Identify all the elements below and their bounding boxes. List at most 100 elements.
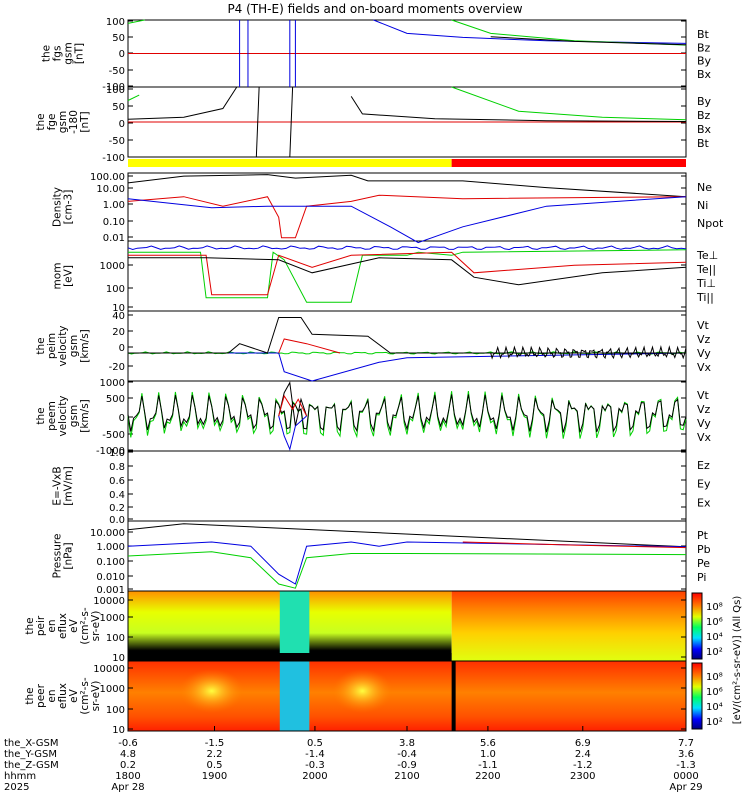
- ylabel-line: gsm: [57, 111, 69, 133]
- legend-fge-gsm-bx: Bx: [697, 123, 712, 136]
- trace-pressure-pt: [127, 523, 687, 548]
- y-tick-label: -100: [102, 82, 125, 93]
- x-tick-value: Apr 29: [669, 782, 702, 793]
- colorbar-tick: 10²: [706, 717, 723, 728]
- y-tick-label: 0: [119, 119, 125, 130]
- panel-frame-temperature: [127, 240, 687, 312]
- peer-spectrogram-divider: [451, 661, 456, 731]
- legend-pressure-pb: Pb: [697, 543, 711, 556]
- y-tick-label: -100: [102, 153, 125, 164]
- ylabel-line: en: [46, 689, 58, 702]
- peir-spectrogram-gap: [279, 591, 310, 661]
- trace-pressure-pi: [127, 541, 687, 585]
- y-tick-label: 0: [119, 49, 125, 60]
- trace-peem-vt-burst: [278, 381, 308, 427]
- x-tick-value: -0.9: [397, 760, 417, 771]
- trace-pressure-pe: [127, 551, 687, 589]
- legend-fge-gsm-bz: Bz: [697, 109, 711, 122]
- trace-temp-te-perp: [127, 245, 687, 251]
- y-tick-label: 50: [112, 102, 125, 113]
- y-tick-label: 0: [119, 413, 125, 424]
- panel-frame-efield: [127, 450, 687, 522]
- x-tick-value: 1.0: [480, 749, 496, 760]
- ylabel-line: Density: [52, 187, 64, 227]
- ylabel-efield: E=-VxB [mV/m]: [52, 466, 75, 505]
- legend-efield-ez: Ez: [697, 459, 710, 472]
- ylabel-line: gsm: [68, 335, 80, 357]
- ylabel-line: mom: [52, 263, 64, 290]
- x-tick-value: 2200: [475, 771, 500, 782]
- y-tick-label: 100: [106, 85, 125, 96]
- x-tick-value: 0.5: [307, 738, 323, 749]
- y-tick-label: 50: [112, 33, 125, 44]
- y-tick-label: 1000: [100, 261, 125, 272]
- y-tick-label: -50: [109, 66, 125, 77]
- y-tick-label: 10: [112, 725, 125, 736]
- trace-fgs-by-start: [127, 19, 145, 24]
- ylabel-line: the: [35, 113, 47, 130]
- trace-temp-ti-par: [128, 257, 687, 286]
- y-tick-label: 10: [112, 653, 125, 664]
- trace-peim-vt-noise: [490, 345, 687, 360]
- colorbar-tick: 10⁸: [706, 672, 723, 683]
- x-tick-value: 3.8: [399, 738, 415, 749]
- x-tick-value: -1.4: [305, 749, 325, 760]
- y-tick-label: 0.010: [96, 572, 125, 583]
- ylabel-peem-velocity: the peem velocity gsm [km/s]: [35, 395, 91, 436]
- ylabel-density: Density [cm-3]: [52, 187, 75, 227]
- x-tick-value: -1.1: [478, 760, 498, 771]
- ylabel-line: Pressure: [52, 534, 64, 579]
- ylabel-line: peem: [46, 401, 58, 431]
- trace-fge-spikes: [255, 86, 294, 158]
- ylabel-line: [km/s]: [79, 399, 91, 433]
- legend-pressure-pt: Pt: [697, 529, 709, 542]
- colorbar-tick: 10⁶: [706, 617, 723, 628]
- trace-peem-vy: [127, 391, 687, 439]
- ylabel-line: peim: [46, 333, 58, 359]
- legend-peem-velocity-vz: Vz: [697, 403, 711, 416]
- legend-peem-velocity-vt: Vt: [697, 389, 710, 402]
- x-tick-value: 1800: [115, 771, 140, 782]
- trace-temp-ti-perp: [128, 249, 687, 303]
- legend-density-npot: Npot: [697, 217, 724, 230]
- ylabel-line: velocity: [57, 325, 69, 366]
- trace-density-ne: [127, 194, 687, 239]
- y-tick-label: 0.4: [109, 490, 125, 501]
- y-tick-label: 100.00: [90, 172, 125, 183]
- ylabel-line: (cm²-s-: [79, 677, 91, 715]
- y-tick-label: 10: [112, 303, 125, 314]
- ylabel-line: [nPa]: [63, 542, 75, 569]
- ylabel-line: the: [35, 407, 47, 424]
- y-tick-label: 100: [106, 633, 125, 644]
- y-tick-label: 1.000: [96, 542, 125, 553]
- legend-pressure-pi: Pi: [697, 571, 706, 584]
- y-tick-label: 20: [112, 327, 125, 338]
- peir-spectrogram-right: [451, 591, 686, 661]
- x-tick-value: 6.9: [575, 738, 591, 749]
- legend-fgs-gsm-by: By: [697, 55, 712, 68]
- trace-peim-vt: [128, 317, 686, 354]
- x-tick-value: 0000: [673, 771, 698, 782]
- colorbar-peer: [691, 662, 703, 730]
- trace-peim-vx: [128, 352, 687, 382]
- colorbar-tick: 10⁶: [706, 687, 723, 698]
- legend-temperature-ti||: Ti||: [696, 291, 714, 304]
- ylabel-line: eV: [68, 618, 80, 632]
- ylabel-line: -180: [68, 110, 80, 134]
- colorbar-tick: 10⁴: [706, 632, 723, 643]
- x-tick-value: 2000: [302, 771, 327, 782]
- y-tick-label: -1000: [96, 446, 125, 457]
- ylabel-line: eV: [68, 688, 80, 702]
- x-row-label: the_X-GSM: [4, 738, 58, 749]
- trace-fgs-bt: [490, 36, 687, 46]
- legend-peim-velocity-vx: Vx: [697, 361, 712, 374]
- legend-peem-velocity-vx: Vx: [697, 431, 712, 444]
- ylabel-line: peir: [35, 615, 47, 636]
- y-tick-label: 10.00: [96, 184, 125, 195]
- colorbar-label-text: [eV/(cm²-s-sr-eV)] (All Qs): [732, 596, 743, 725]
- y-tick-label: 100: [106, 705, 125, 716]
- y-tick-label: 10000: [93, 664, 125, 675]
- ylabel-peir-spec: the peir en eflux eV (cm²-s-sr-eV): [24, 607, 102, 645]
- x-tick-value: -1.2: [573, 760, 593, 771]
